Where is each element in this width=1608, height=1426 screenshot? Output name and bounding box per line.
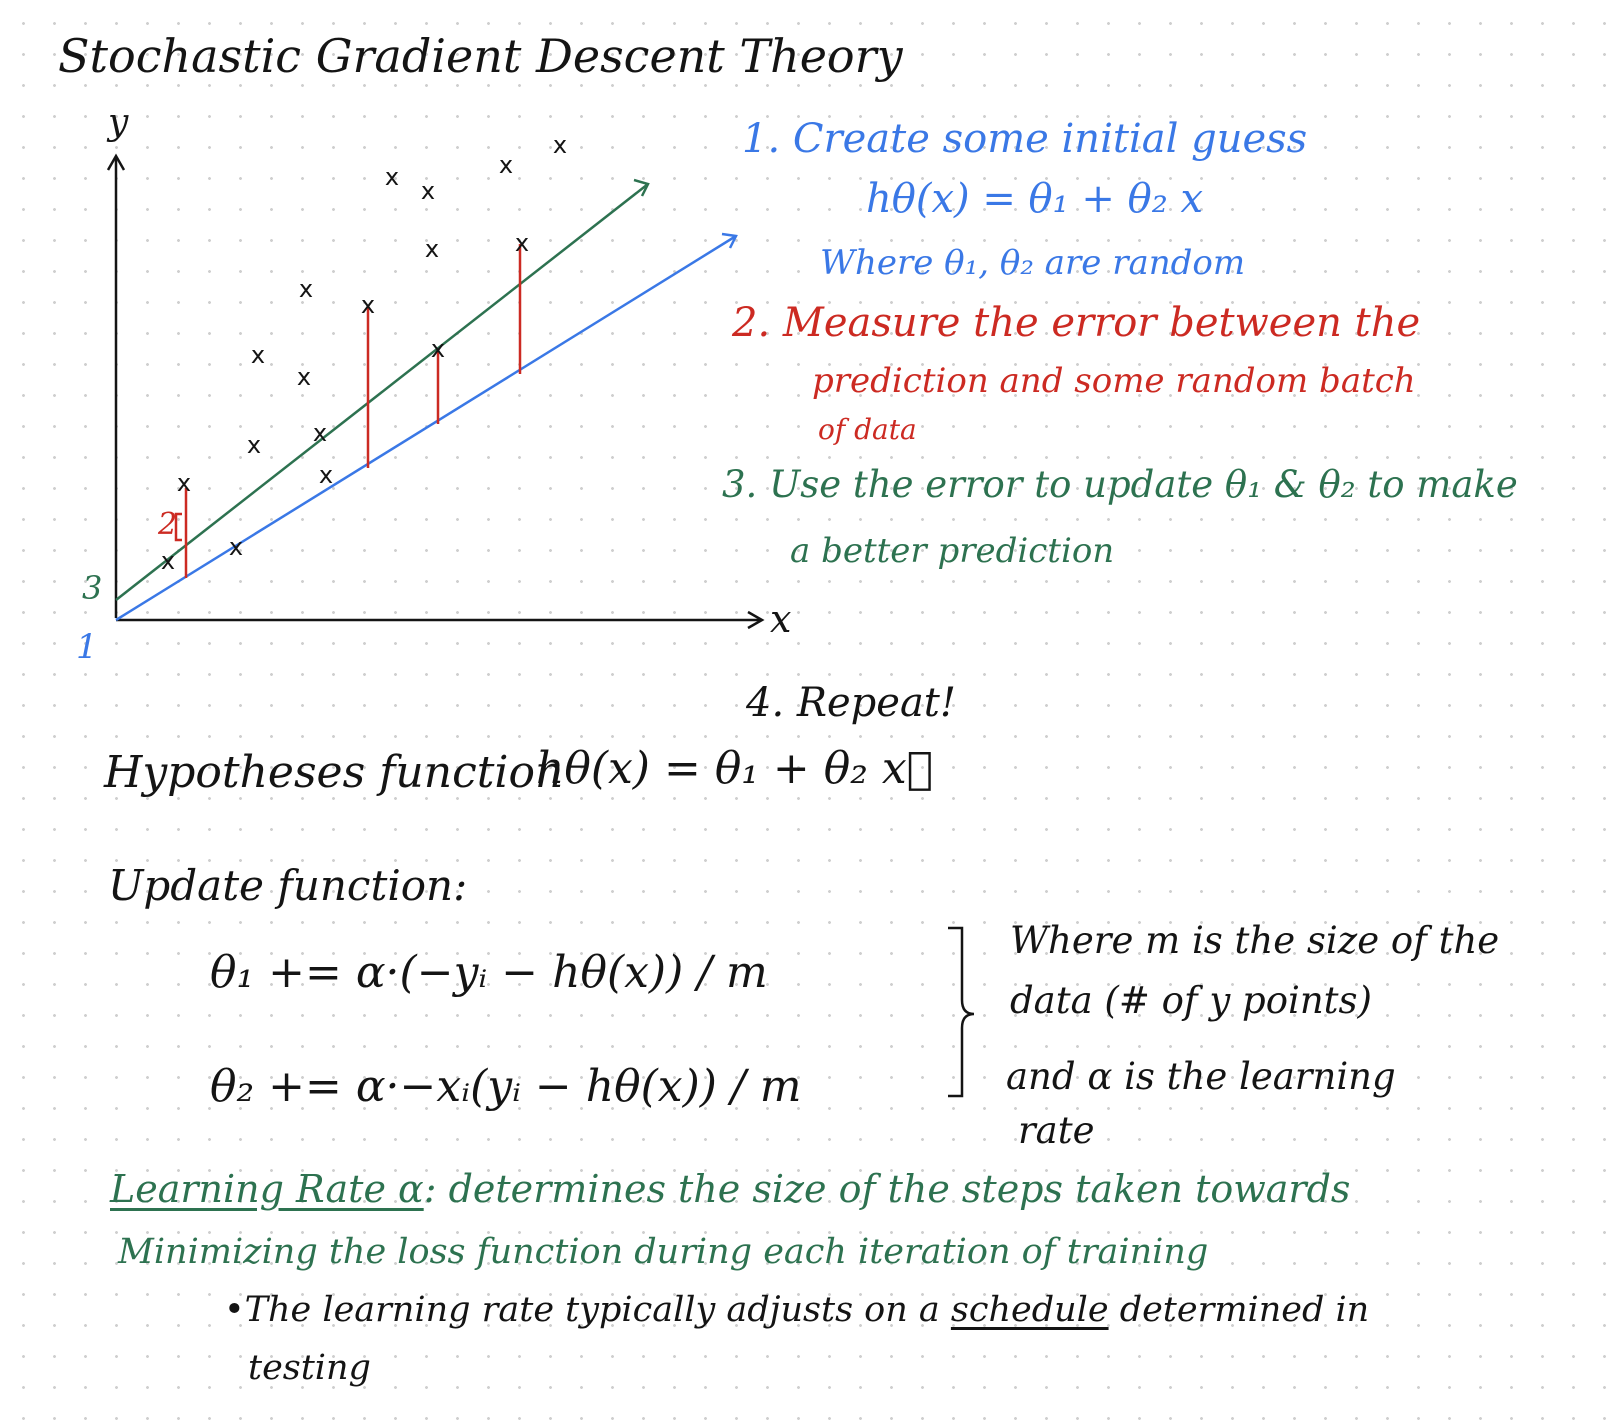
data-point: x: [431, 335, 445, 363]
update-note-line1: Where m is the size of the: [1010, 919, 1500, 962]
step-1-formula: hθ(x) = θ₁ + θ₂ x: [866, 176, 1204, 222]
step-1-note: Where θ₁, θ₂ are random: [820, 243, 1246, 283]
bullet-text-post: determined in: [1108, 1290, 1370, 1330]
blue-guess-line: [115, 234, 737, 622]
green-fit-line: [115, 183, 649, 601]
data-point: x: [299, 275, 313, 303]
data-point: x: [177, 469, 191, 497]
data-point: x: [515, 229, 529, 257]
blue-intercept-label: 1: [76, 627, 98, 667]
bullet-text-pre: •The learning rate typically adjusts on …: [224, 1290, 951, 1330]
equation-bracket: [948, 926, 975, 1098]
green-line-arrow: [633, 178, 650, 197]
data-point: x: [161, 547, 175, 575]
data-point: x: [425, 235, 439, 263]
x-axis-label: x: [770, 597, 792, 641]
data-point: x: [251, 341, 265, 369]
step-4-text: 4. Repeat!: [746, 680, 956, 726]
update-equation-theta1: θ₁ += α·(−yᵢ − hθ(x)) / m: [210, 947, 768, 998]
data-point: x: [385, 163, 399, 191]
update-label: Update function:: [108, 861, 468, 910]
residual-size-label: 2: [158, 507, 178, 542]
learning-rate-definition-line2: Minimizing the loss function during each…: [118, 1232, 1209, 1272]
data-point: x: [319, 461, 333, 489]
learning-rate-definition: Learning Rate α: determines the size of …: [110, 1167, 1351, 1212]
blue-line-arrow: [721, 232, 738, 249]
step-2-text-line3: of data: [818, 413, 917, 446]
blue-line-group: [115, 232, 738, 622]
update-note-line2: data (# of y points): [1010, 979, 1372, 1022]
data-point: x: [421, 177, 435, 205]
step-2-text-line2: prediction and some random batch: [812, 361, 1416, 401]
update-note-line4: rate: [1018, 1109, 1095, 1152]
learning-rate-definition-line1: : determines the size of the steps taken…: [423, 1167, 1351, 1211]
step-1-text: 1. Create some initial guess: [742, 116, 1308, 162]
page-title: Stochastic Gradient Descent Theory: [58, 29, 903, 83]
update-note-line3: and α is the learning: [1006, 1055, 1396, 1098]
step-2-text: 2. Measure the error between the: [732, 300, 1421, 346]
green-intercept-label: 3: [82, 569, 103, 607]
brace-bracket: [174, 512, 182, 542]
data-point: x: [313, 419, 327, 447]
hypothesis-formula: hθ(x) = θ₁ + θ₂ x⃗: [536, 743, 934, 794]
y-axis-arrow: [106, 153, 126, 171]
x-axis-arrow: [747, 610, 765, 630]
y-axis-label: y: [108, 102, 129, 143]
data-point: x: [247, 431, 261, 459]
bullet-emphasis: schedule: [950, 1290, 1109, 1330]
residual-lines: [174, 244, 522, 578]
data-point: x: [553, 131, 567, 159]
learning-rate-bullet-line2: testing: [248, 1348, 371, 1388]
data-point: x: [297, 363, 311, 391]
learning-rate-bullet: •The learning rate typically adjusts on …: [224, 1290, 1369, 1330]
data-point: x: [499, 151, 513, 179]
learning-rate-term: Learning Rate α: [110, 1167, 424, 1211]
data-point: x: [361, 291, 375, 319]
hypothesis-label: Hypotheses function: [104, 747, 564, 798]
green-line-group: [115, 178, 650, 601]
graph-axes: [106, 153, 765, 630]
data-point: x: [229, 533, 243, 561]
update-equation-theta2: θ₂ += α·−xᵢ(yᵢ − hθ(x)) / m: [210, 1061, 802, 1112]
step-3-text-line2: a better prediction: [790, 531, 1115, 571]
step-3-text: 3. Use the error to update θ₁ & θ₂ to ma…: [722, 463, 1518, 506]
